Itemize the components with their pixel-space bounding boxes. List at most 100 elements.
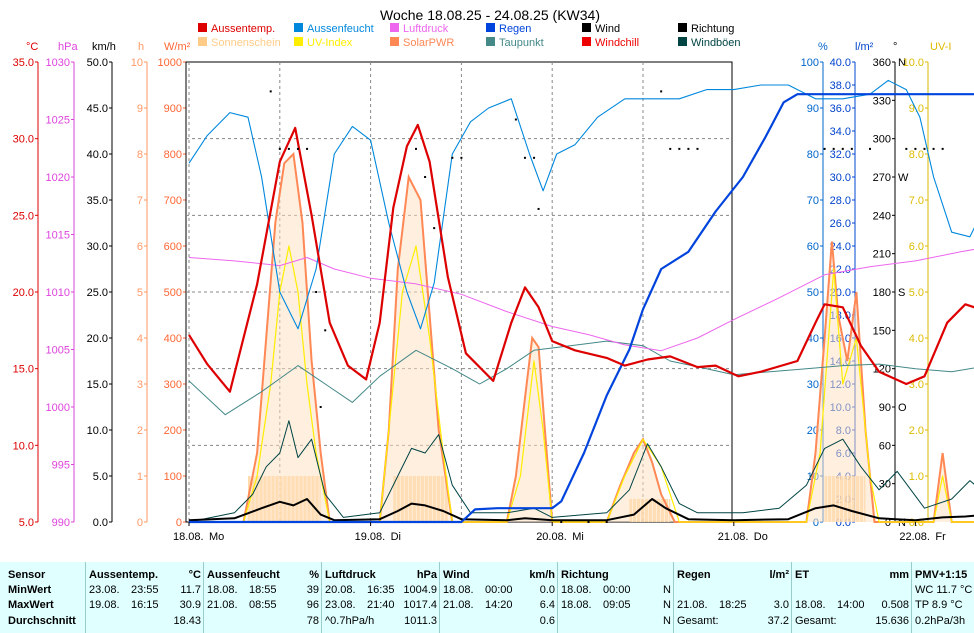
x-tick-label: 18.08. — [173, 531, 204, 543]
axis-tick-label-km-h: 25.0 — [87, 287, 108, 299]
series-richtung-point — [669, 147, 672, 150]
series-richtung-point — [914, 147, 917, 150]
cell-time: 16:35 — [367, 584, 395, 596]
x-tick-label: 19.08. — [355, 531, 386, 543]
plot-area — [185, 61, 974, 524]
series-taupunkt — [188, 340, 974, 416]
legend-swatch-wind — [582, 23, 591, 32]
axis-tick-label-: 300 — [873, 134, 891, 146]
axis-tick-label-c: 15.0 — [13, 364, 34, 376]
axis-tick-label-: 30 — [807, 379, 819, 391]
axis-unit-km-h: km/h — [92, 41, 116, 53]
series-richtung-point — [319, 406, 322, 408]
axis-tick-label-c: 5.0 — [19, 517, 34, 529]
x-axis: 18.08. Mo 19.08. Di 20.08. Mi 21.08. Do 22.08. Fr… — [173, 522, 946, 543]
column-divider — [85, 562, 86, 633]
series-richtung-point — [451, 156, 454, 159]
column-unit-wind: km/h — [529, 569, 555, 581]
series-richtung-point — [923, 147, 926, 150]
axis-tick-label-uv-i: 10.0 — [903, 57, 924, 69]
cell-date: 23.08. — [89, 584, 120, 596]
axis-tick-label-km-h: 30.0 — [87, 241, 108, 253]
column-divider — [439, 562, 440, 633]
column-divider — [673, 562, 674, 633]
axis-tick-label-hpa: 1010 — [46, 287, 70, 299]
axis-tick-label-l-m: 38.0 — [830, 80, 851, 92]
axis-tick-label-hpa: 995 — [52, 460, 70, 472]
series-richtung-point — [841, 147, 844, 150]
series-richtung-point — [514, 118, 517, 121]
chart-title: Woche 18.08.25 - 24.08.25 (KW34) — [380, 7, 600, 23]
series-richtung-point — [415, 147, 417, 150]
axis-tick-label-: 240 — [873, 210, 891, 222]
axis-tick-label-c: 20.0 — [13, 287, 34, 299]
series-uv-index — [189, 245, 974, 523]
series-richtung-point — [696, 147, 699, 150]
axis-unit-h: h — [138, 41, 144, 53]
column-header-regen: Regen — [677, 569, 711, 581]
axis-tick-label-c: 35.0 — [13, 57, 34, 69]
cell-time: 00:00 — [485, 584, 513, 596]
cell-value: 3.0 — [773, 599, 789, 611]
axis-tick-label-hpa: 1025 — [46, 115, 70, 127]
axis-tick-label-: 60 — [807, 241, 819, 253]
legend-label-richtung: Richtung — [691, 23, 734, 35]
cell-time: 18:25 — [719, 599, 747, 611]
cell-date: 20.08. — [325, 584, 356, 596]
series-richtung-point — [941, 147, 944, 150]
chart-legend: Aussentemp. Aussenfeucht Luftdruck Regen Win… — [198, 23, 741, 49]
series-richtung-point — [587, 521, 590, 523]
column-divider — [203, 562, 204, 633]
axis-tick-label-l-m: 30.0 — [830, 172, 851, 184]
series-aussentemp — [188, 123, 974, 393]
axis-tick-label-l-m: 40.0 — [830, 57, 851, 69]
column-divider — [557, 562, 558, 633]
cell-date: ^0.7hPa/h — [325, 615, 375, 627]
cell-value: 18.43 — [173, 615, 201, 627]
axis-tick-label-w-m: 0 — [176, 517, 182, 529]
axis-tick-label-hpa: 1005 — [46, 345, 70, 357]
axis-tick-label-hpa: 990 — [52, 517, 70, 529]
axis-tick-label-hpa: 1030 — [46, 57, 70, 69]
row-label-durchschnitt: Durchschnitt — [8, 615, 76, 627]
legend-swatch-aussentemp — [198, 23, 207, 32]
axis-tick-label-w-m: 400 — [164, 333, 182, 345]
axis-tick-label-w-m: 200 — [164, 425, 182, 437]
legend-label-uv-index: UV-Index — [307, 37, 353, 49]
column-header-aussenfeucht: Aussenfeucht — [207, 569, 280, 581]
axis-tick-label-: 100 — [801, 57, 819, 69]
legend-label-aussenfeucht: Aussenfeucht — [307, 23, 374, 35]
axis-unit-c: °C — [26, 41, 38, 53]
cell-value: 96 — [306, 599, 319, 611]
axis-tick-label-km-h: 15.0 — [87, 379, 108, 391]
axis-tick-label-c: 10.0 — [13, 440, 34, 452]
cell-date: 0.2hPa/3h — [915, 615, 966, 627]
cell-time: 14:00 — [837, 599, 865, 611]
legend-label-regen: Regen — [499, 23, 531, 35]
axis-tick-label-h: 1 — [137, 471, 143, 483]
axis-tick-label-hpa: 1000 — [46, 402, 70, 414]
weather-chart: Woche 18.08.25 - 24.08.25 (KW34) Aussent… — [13, 7, 974, 543]
axis-tick-label-uv-i: 5.0 — [909, 287, 924, 299]
legend-swatch-solarpwr — [390, 37, 399, 46]
cell-date: 18.08. — [443, 584, 474, 596]
series-solarpwr-area — [189, 154, 974, 522]
cell-time: 21:40 — [367, 599, 395, 611]
cell-value: 37.2 — [767, 615, 789, 627]
axis-tick-label-l-m: 26.0 — [830, 218, 851, 230]
axis-tick-label-: 20 — [807, 425, 819, 437]
axis-tick-label-h: 8 — [137, 149, 143, 161]
axis-tick-label-h: 3 — [137, 379, 143, 391]
series-richtung-point — [306, 147, 309, 150]
axis-tick-label-: 90 — [807, 103, 819, 115]
cell-date: Gesamt: — [795, 615, 837, 627]
axis-tick-label-: 90 — [879, 402, 891, 414]
axis-tick-label-w-m: 800 — [164, 149, 182, 161]
axis-tick-label-h: 0 — [137, 517, 143, 529]
axis-tick-label-l-m: 32.0 — [830, 149, 851, 161]
series-aussenfeucht — [188, 79, 974, 330]
axis-tick-label-uv-i: 8.0 — [909, 149, 924, 161]
axis-tick-label-: 70 — [807, 195, 819, 207]
column-header-luftdruck: Luftdruck — [325, 569, 376, 581]
legend-swatch-taupunkt — [486, 37, 495, 46]
